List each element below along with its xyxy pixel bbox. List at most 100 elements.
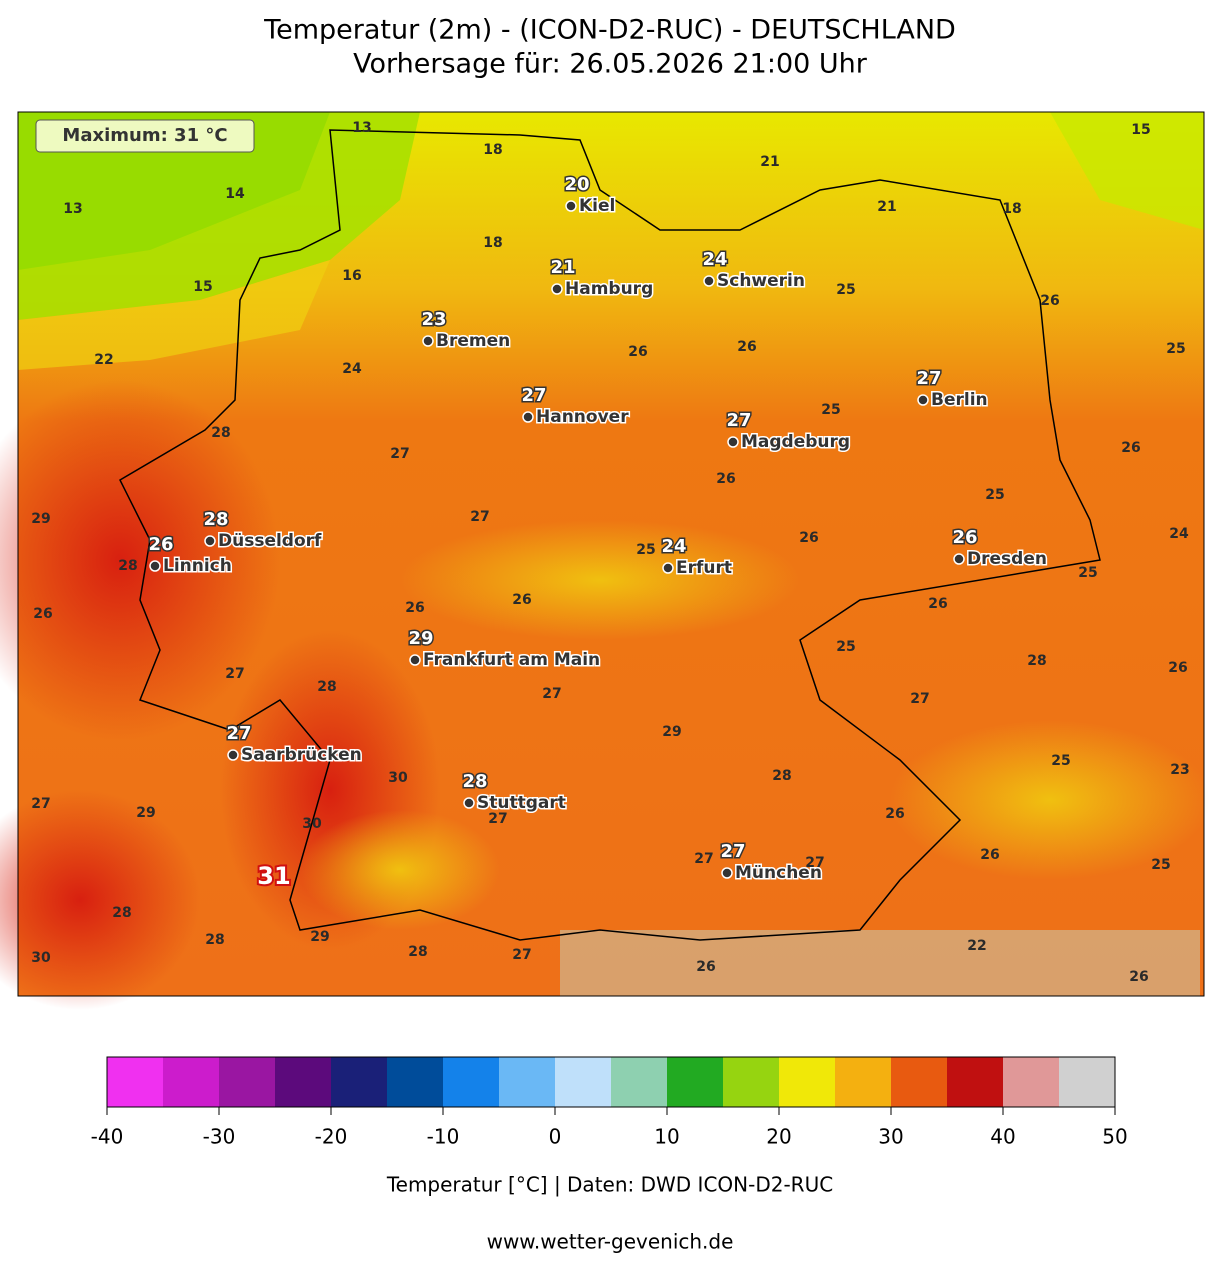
colorbar-tick-label: 10 bbox=[654, 1125, 679, 1149]
city-dot bbox=[727, 436, 739, 448]
field-value: 27 bbox=[470, 509, 489, 525]
colorbar-swatch bbox=[611, 1057, 668, 1107]
city-dot bbox=[565, 200, 577, 212]
field-value: 22 bbox=[967, 938, 986, 954]
field-value: 25 bbox=[636, 542, 655, 558]
field-value: 28 bbox=[205, 932, 224, 948]
field-value: 26 bbox=[405, 600, 424, 616]
field-value: 13 bbox=[63, 201, 82, 217]
field-value: 27 bbox=[225, 666, 244, 682]
colorbar-tick-label: -20 bbox=[315, 1125, 348, 1149]
field-value: 26 bbox=[628, 344, 647, 360]
colorbar-tick-label: 40 bbox=[990, 1125, 1015, 1149]
city-dot bbox=[422, 335, 434, 347]
colorbar-swatch bbox=[499, 1057, 556, 1107]
field-value: 26 bbox=[737, 339, 756, 355]
city-name: Saarbrücken bbox=[241, 745, 362, 765]
colorbar-swatch bbox=[331, 1057, 388, 1107]
colorbar-swatch bbox=[107, 1057, 164, 1107]
field-value: 14 bbox=[225, 186, 245, 202]
field-value: 30 bbox=[31, 950, 51, 966]
colorbar-tick-label: -40 bbox=[91, 1125, 124, 1149]
city-dot bbox=[551, 283, 563, 295]
field-value: 28 bbox=[112, 905, 131, 921]
city-name: Erfurt bbox=[676, 558, 732, 578]
field-value: 25 bbox=[1166, 341, 1185, 357]
colorbar-swatch bbox=[1003, 1057, 1060, 1107]
colorbar-swatch bbox=[555, 1057, 612, 1107]
colorbar-swatch bbox=[387, 1057, 444, 1107]
field-value: 23 bbox=[1170, 762, 1189, 778]
city-name: Frankfurt am Main bbox=[423, 650, 600, 670]
city-value: 27 bbox=[916, 368, 941, 389]
colorbar-swatch bbox=[219, 1057, 276, 1107]
city-value: 20 bbox=[564, 174, 589, 195]
field-value: 26 bbox=[512, 592, 531, 608]
field-value: 26 bbox=[799, 530, 818, 546]
field-value: 26 bbox=[1121, 440, 1140, 456]
city-value: 27 bbox=[226, 723, 251, 744]
field-value: 26 bbox=[928, 596, 947, 612]
city-dot bbox=[463, 797, 475, 809]
field-value: 25 bbox=[821, 402, 840, 418]
field-value: 25 bbox=[1151, 857, 1170, 873]
field-value: 27 bbox=[805, 855, 824, 871]
city-dot bbox=[953, 553, 965, 565]
city-dot bbox=[409, 654, 421, 666]
field-value: 28 bbox=[408, 944, 427, 960]
field-value: 21 bbox=[760, 154, 779, 170]
colorbar-swatch bbox=[779, 1057, 836, 1107]
field-value: 27 bbox=[694, 851, 713, 867]
field-value: 29 bbox=[310, 929, 329, 945]
max-marker: 31 bbox=[257, 862, 290, 890]
city-dot bbox=[149, 560, 161, 572]
field-value: 26 bbox=[716, 471, 735, 487]
city-value: 21 bbox=[550, 257, 575, 278]
city-value: 28 bbox=[462, 771, 487, 792]
colorbar-tick-label: 20 bbox=[766, 1125, 791, 1149]
field-value: 28 bbox=[772, 768, 791, 784]
field-value: 21 bbox=[877, 199, 896, 215]
field-value: 18 bbox=[483, 235, 502, 251]
field-value: 26 bbox=[33, 606, 52, 622]
colorbar-swatch bbox=[947, 1057, 1004, 1107]
city-dot bbox=[227, 749, 239, 761]
field-value: 26 bbox=[1168, 660, 1187, 676]
field-value: 27 bbox=[390, 446, 409, 462]
field-value: 26 bbox=[885, 806, 904, 822]
city-name: Kiel bbox=[579, 196, 615, 216]
city-value: 29 bbox=[408, 628, 433, 649]
field-value: 25 bbox=[985, 487, 1004, 503]
city-value: 28 bbox=[203, 509, 228, 530]
field-value: 28 bbox=[118, 558, 137, 574]
city-name: Hannover bbox=[536, 407, 629, 427]
city-name: Hamburg bbox=[565, 279, 653, 299]
colorbar-frame bbox=[106, 1056, 1116, 1108]
city-dot bbox=[204, 535, 216, 547]
colorbar-label: Temperatur [°C] | Daten: DWD ICON-D2-RUC bbox=[386, 1173, 833, 1197]
field-value: 15 bbox=[1131, 122, 1150, 138]
field-value: 28 bbox=[1027, 653, 1046, 669]
field-value: 30 bbox=[388, 770, 408, 786]
colorbar-tick-label: 0 bbox=[549, 1125, 562, 1149]
colorbar-swatch bbox=[667, 1057, 724, 1107]
colorbar-swatch bbox=[163, 1057, 220, 1107]
colorbar-swatch bbox=[891, 1057, 948, 1107]
field-value: 29 bbox=[662, 724, 681, 740]
city-name: Linnich bbox=[163, 556, 232, 576]
field-value: 28 bbox=[211, 425, 230, 441]
colorbar-swatch bbox=[723, 1057, 780, 1107]
city-name: Schwerin bbox=[717, 271, 805, 291]
field-value: 16 bbox=[342, 268, 361, 284]
field-value: 24 bbox=[342, 361, 362, 377]
colorbar-tick-label: -30 bbox=[203, 1125, 236, 1149]
field-value: 26 bbox=[1040, 293, 1059, 309]
colorbar-tick-label: 50 bbox=[1102, 1125, 1127, 1149]
field-value: 26 bbox=[1129, 969, 1148, 985]
city-value: 24 bbox=[661, 536, 686, 557]
city-name: München bbox=[735, 863, 822, 883]
city-name: Berlin bbox=[931, 390, 988, 410]
field-value: 27 bbox=[31, 796, 50, 812]
colorbar-swatch bbox=[835, 1057, 892, 1107]
